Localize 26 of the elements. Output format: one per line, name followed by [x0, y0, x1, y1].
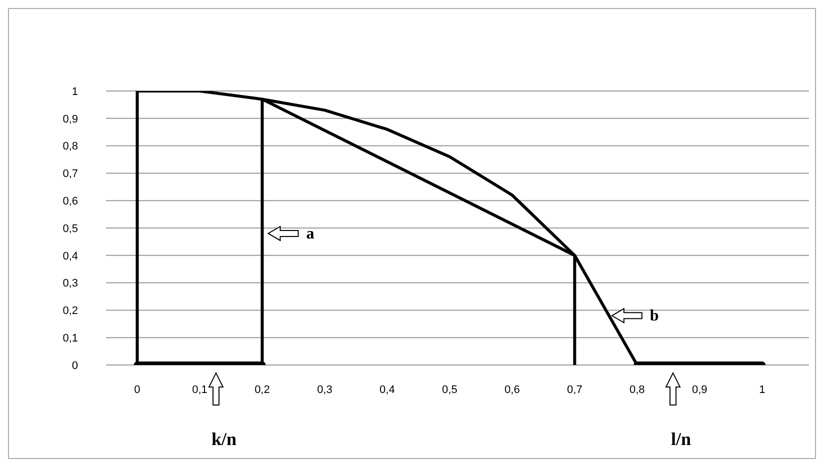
y-tick-label: 0,5: [62, 222, 78, 235]
annotation: a: [306, 225, 314, 242]
y-tick-label: 0,9: [62, 113, 78, 126]
x-tick-label: 0,3: [317, 384, 332, 396]
x-tick-label: 0,2: [254, 384, 270, 396]
y-tick-label: 0,1: [62, 332, 78, 345]
annotation: b: [650, 308, 659, 325]
y-tick-label: 0: [72, 360, 78, 372]
x-tick-label: 0,7: [567, 384, 582, 396]
x-tick-label: 0,9: [692, 384, 708, 396]
y-tick-label: 0,3: [62, 278, 78, 290]
y-tick-label: 0,8: [62, 140, 78, 153]
x-tick-label: 0,4: [380, 384, 395, 396]
x-tick-label: 0: [134, 384, 140, 396]
x-tick-label: 0,1: [192, 384, 208, 396]
x-tick-label: 0,5: [442, 384, 458, 396]
y-tick-label: 0,4: [62, 250, 78, 262]
x-tick-label: 1: [759, 384, 766, 396]
y-tick-label: 0,6: [62, 196, 78, 208]
x-tick-label: 0,6: [504, 384, 520, 396]
text: l/n: [670, 429, 692, 449]
y-tick-label: 1: [72, 86, 78, 98]
y-tick-label: 0,7: [62, 168, 78, 180]
y-tick-label: 0,2: [62, 305, 78, 318]
text: k/n: [211, 429, 237, 449]
x-tick-label: 0,8: [630, 384, 645, 396]
